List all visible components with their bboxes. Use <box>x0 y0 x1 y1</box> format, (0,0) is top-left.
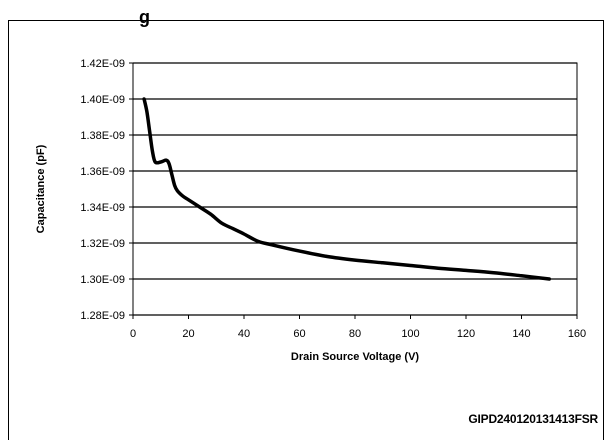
y-tick-label: 1.30E-09 <box>80 274 125 286</box>
x-tick-label: 160 <box>568 328 586 340</box>
y-axis-title: Capacitance (pF) <box>35 144 47 233</box>
x-tick-label: 40 <box>238 328 250 340</box>
x-tick-label: 60 <box>293 328 305 340</box>
x-axis-ticks: 0 20 40 60 80 100 120 140 160 <box>130 315 586 340</box>
x-tick-label: 80 <box>349 328 361 340</box>
figure-id-label: GIPD240120131413FSR <box>468 412 598 426</box>
x-tick-label: 100 <box>401 328 419 340</box>
y-tick-label: 1.42E-09 <box>80 58 125 70</box>
y-tick-label: 1.40E-09 <box>80 94 125 106</box>
x-tick-label: 120 <box>457 328 475 340</box>
x-tick-label: 20 <box>182 328 194 340</box>
gridlines <box>133 62 577 316</box>
y-tick-label: 1.28E-09 <box>80 310 125 322</box>
y-tick-label: 1.32E-09 <box>80 238 125 250</box>
cropped-title-fragment: g <box>139 7 150 27</box>
y-tick-label: 1.36E-09 <box>80 166 125 178</box>
x-tick-label: 140 <box>512 328 530 340</box>
x-tick-label: 0 <box>130 328 136 340</box>
capacitance-series-line <box>142 97 551 281</box>
figure-frame: g <box>8 7 604 440</box>
y-axis-ticks: 1.28E-09 1.30E-09 1.32E-09 1.34E-09 1.36E-09… <box>80 58 133 322</box>
x-axis-title: Drain Source Voltage (V) <box>291 351 419 363</box>
y-tick-label: 1.34E-09 <box>80 202 125 214</box>
y-tick-label: 1.38E-09 <box>80 130 125 142</box>
plot-area-border <box>132 62 578 316</box>
